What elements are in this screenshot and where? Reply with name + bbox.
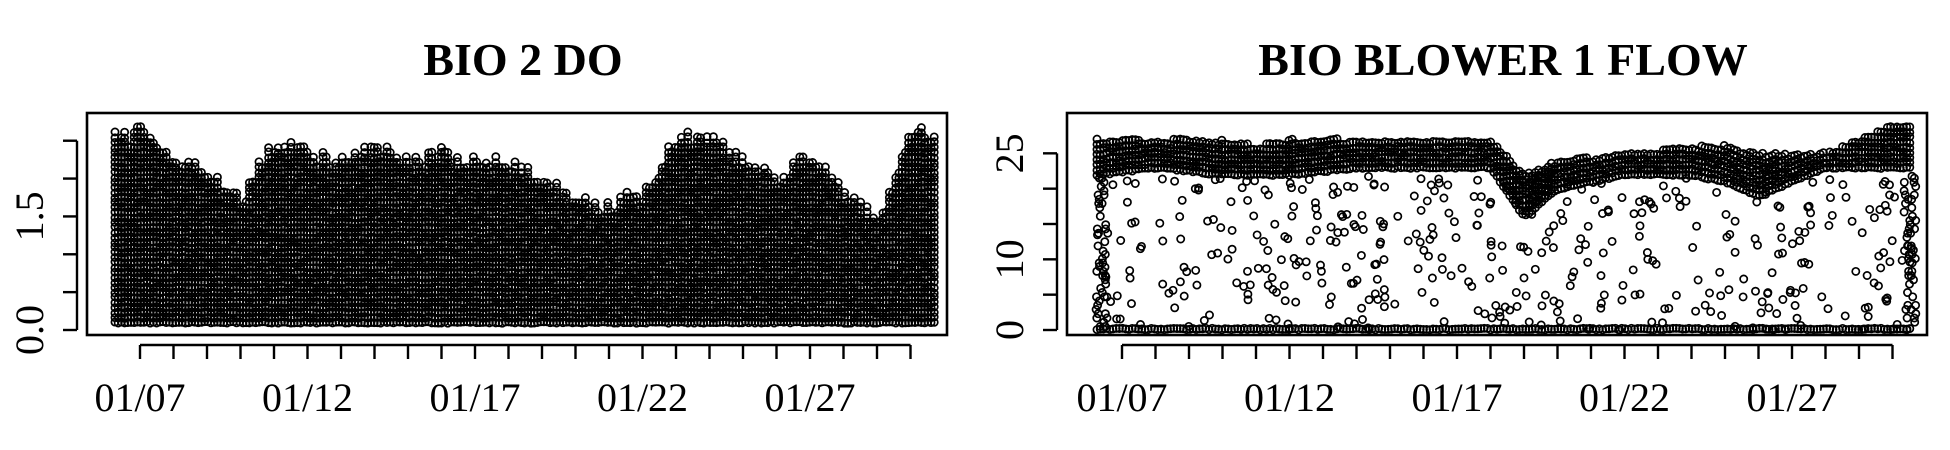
- chart-1-title: BIO 2 DO: [423, 34, 622, 85]
- data-point: [139, 127, 149, 137]
- chart-bio-2-do: BIO 2 DO 0.01.5 01/07 01/12 01/17 01/22 01/2…: [7, 34, 949, 420]
- data-point: [120, 127, 130, 137]
- data-point: [590, 198, 600, 208]
- data-point: [110, 127, 120, 137]
- data-point: [161, 147, 171, 157]
- data-point: [286, 137, 296, 147]
- data-point: [171, 158, 181, 168]
- chart-1-points: [110, 122, 939, 328]
- data-point: [120, 133, 130, 143]
